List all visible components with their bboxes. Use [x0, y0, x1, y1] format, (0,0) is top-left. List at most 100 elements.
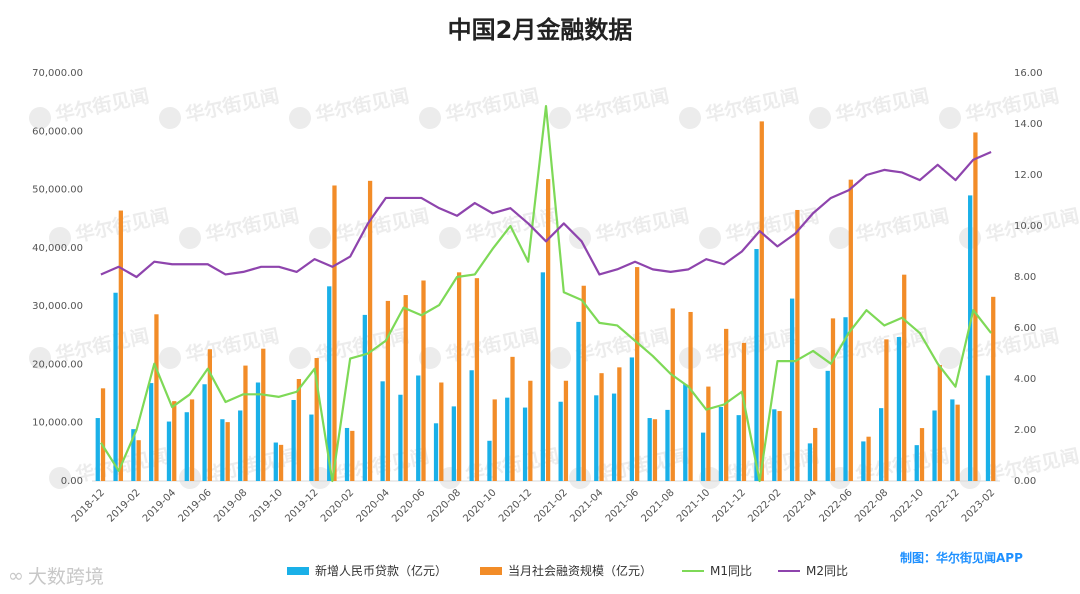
brand-logo-icon: ∞: [8, 564, 24, 587]
x-tick-label: 2021-04: [568, 487, 605, 524]
series-line-m1: [99, 105, 992, 483]
bar-loans: [576, 321, 581, 481]
x-tick-label: 2022-04: [782, 487, 819, 524]
x-tick-label: 2021-06: [604, 487, 641, 524]
watermark: 华尔街见闻: [549, 324, 671, 369]
x-tick-label: 2021-02: [533, 487, 570, 524]
x-tick-label: 2019-12: [283, 487, 320, 524]
bar-loans: [131, 429, 136, 481]
watermark-logo-icon: [289, 347, 311, 369]
bar-loans: [273, 442, 278, 481]
bar-loans: [469, 370, 474, 481]
bar-loans: [629, 357, 635, 481]
y-left-tick-label: 20,000.00: [32, 359, 83, 370]
bar-loans: [522, 407, 528, 481]
y-left-tick-label: 50,000.00: [32, 185, 83, 196]
y-right-tick-label: 0.00: [1014, 476, 1036, 487]
bar-loans: [807, 443, 813, 481]
watermark-text: 华尔街见闻: [333, 204, 431, 246]
watermark-logo-icon: [419, 107, 441, 129]
legend-item-m1[interactable]: M1同比: [682, 562, 752, 579]
legend-item-loans[interactable]: 新增人民币贷款（亿元）: [287, 562, 447, 579]
watermark: 华尔街见闻: [289, 84, 411, 129]
bar-tsf: [688, 311, 693, 481]
bar-loans: [113, 292, 118, 481]
bar-tsf: [421, 280, 426, 481]
watermark-text: 华尔街见闻: [723, 204, 821, 246]
watermark: 华尔街见闻: [419, 84, 541, 129]
x-tick-label: 2019-06: [177, 487, 214, 524]
watermark-text: 华尔街见闻: [203, 444, 301, 486]
bar-loans: [327, 286, 332, 481]
y-right-tick-label: 10.00: [1014, 221, 1043, 232]
x-tick-label: 2020-12: [497, 487, 534, 524]
y-right-tick-label: 14.00: [1014, 119, 1043, 130]
watermark-logo-icon: [939, 107, 961, 129]
bar-tsf: [617, 367, 622, 481]
legend-item-m2[interactable]: M2同比: [778, 562, 848, 579]
series-line-m2: [100, 151, 992, 279]
y-left-tick-label: 0.00: [61, 476, 83, 487]
y-left-tick-label: 70,000.00: [32, 68, 83, 79]
watermark-logo-icon: [29, 347, 51, 369]
legend-item-tsf[interactable]: 当月社会融资规模（亿元）: [480, 562, 652, 579]
bar-loans: [665, 409, 670, 481]
bar-tsf: [439, 382, 444, 481]
watermark-logo-icon: [49, 467, 71, 489]
footer-watermark-text: 大数跨境: [27, 566, 104, 588]
bar-tsf: [563, 380, 569, 481]
bar-tsf: [919, 428, 925, 481]
bar-tsf: [741, 342, 747, 481]
bar-loans: [95, 418, 100, 481]
bar-loans: [736, 415, 741, 481]
watermark: 华尔街见闻: [569, 204, 691, 249]
bar-tsf: [207, 349, 212, 481]
bar-loans: [914, 445, 919, 481]
bar-tsf: [724, 328, 729, 481]
bar-tsf: [243, 365, 248, 481]
watermark: 华尔街见闻: [699, 204, 821, 249]
bar-tsf: [456, 272, 462, 481]
y-right-tick-label: 2.00: [1014, 425, 1036, 436]
bar-loans: [149, 383, 154, 481]
watermark-logo-icon: [809, 107, 831, 129]
bar-loans: [843, 317, 848, 481]
watermark: 华尔街见闻: [549, 84, 671, 129]
bar-tsf: [599, 373, 604, 481]
bar-tsf: [902, 274, 907, 481]
watermark-logo-icon: [309, 227, 331, 249]
legend-swatch-loans: [287, 566, 309, 575]
bar-tsf: [973, 132, 978, 481]
x-tick-label: 2019-04: [141, 487, 178, 524]
watermark-text: 华尔街见闻: [53, 84, 151, 126]
bar-tsf: [991, 296, 996, 481]
legend-label-m2: M2同比: [806, 564, 848, 578]
bar-tsf: [884, 339, 889, 481]
bar-tsf: [706, 386, 711, 481]
bar-loans: [683, 384, 688, 481]
bar-loans: [451, 406, 456, 481]
bar-loans: [238, 410, 243, 481]
watermark-logo-icon: [939, 347, 961, 369]
watermark-text: 华尔街见闻: [853, 204, 951, 246]
watermark-text: 华尔街见闻: [703, 84, 801, 126]
bar-tsf: [100, 388, 106, 481]
bar-tsf: [635, 267, 640, 481]
watermark-text: 华尔街见闻: [183, 84, 281, 126]
watermark-text: 华尔街见闻: [593, 204, 691, 246]
watermark-text: 华尔街见闻: [593, 444, 691, 486]
bar-loans: [594, 395, 599, 481]
bar-tsf: [937, 365, 942, 481]
legend-label-tsf: 当月社会融资规模（亿元）: [508, 564, 653, 578]
x-tick-label: 2021-12: [711, 487, 748, 524]
bar-tsf: [474, 278, 480, 481]
bar-loans: [879, 408, 884, 481]
watermark: 华尔街见闻: [829, 204, 951, 249]
x-tick-label: 2019-08: [212, 487, 249, 524]
bar-tsf: [670, 308, 675, 481]
bar-tsf: [225, 422, 230, 481]
legend-swatch-m1: [682, 569, 704, 572]
bar-tsf: [296, 379, 302, 481]
bar-tsf: [813, 427, 818, 481]
bar-loans: [487, 440, 492, 481]
